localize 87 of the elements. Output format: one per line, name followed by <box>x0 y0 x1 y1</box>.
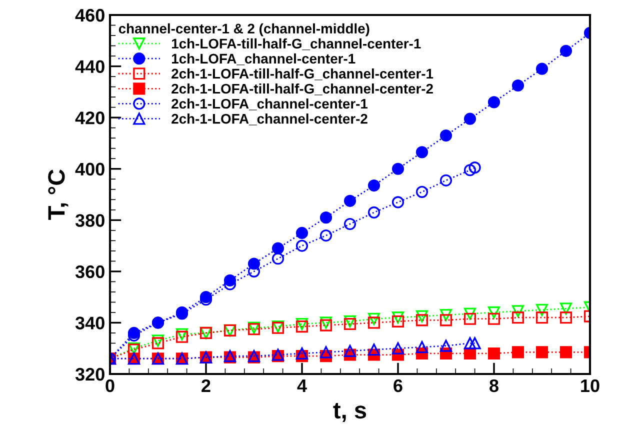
x-tick-label: 6 <box>394 379 402 392</box>
point <box>488 96 500 108</box>
legend-title: channel-center-1 & 2 (channel-middle) <box>118 23 370 36</box>
point <box>176 330 188 343</box>
legend-label: 2ch-1-LOFA-till-half-G_channel-center-2 <box>172 83 433 96</box>
y-tick-label: 400 <box>75 162 104 176</box>
point <box>392 315 404 328</box>
point <box>368 316 380 329</box>
point <box>536 312 548 324</box>
point <box>512 305 524 318</box>
point <box>536 304 548 316</box>
point <box>440 308 452 322</box>
point <box>560 302 572 315</box>
point <box>344 318 356 330</box>
point <box>440 129 452 142</box>
x-tick-label: 10 <box>581 379 600 392</box>
point <box>296 240 308 252</box>
point <box>440 340 452 352</box>
point <box>416 186 428 198</box>
point <box>320 319 332 332</box>
point <box>392 162 404 175</box>
y-axis-title: T, °C <box>48 169 68 220</box>
point <box>368 344 380 356</box>
point <box>320 212 332 224</box>
point <box>440 314 452 326</box>
y-tick-label: 460 <box>75 8 104 22</box>
point <box>416 341 428 354</box>
point <box>512 312 524 324</box>
point <box>488 347 500 360</box>
legend-label: 2ch-1-LOFA_channel-center-2 <box>172 114 368 126</box>
point <box>152 337 164 350</box>
y-tick-label: 380 <box>75 214 104 227</box>
point <box>416 314 428 326</box>
point <box>464 312 476 325</box>
point <box>512 79 524 92</box>
point <box>368 312 380 325</box>
y-tick-label: 360 <box>75 265 104 278</box>
x-tick-label: 8 <box>490 379 498 392</box>
point <box>272 242 284 254</box>
legend-label: 2ch-1-LOFA-till-half-G_channel-center-1 <box>172 68 434 80</box>
point <box>512 346 524 358</box>
x-tick-label: 4 <box>297 380 307 392</box>
point <box>368 179 380 192</box>
point <box>536 346 548 358</box>
point <box>320 316 332 329</box>
point <box>320 346 332 358</box>
point <box>464 337 476 350</box>
point <box>560 44 572 57</box>
point <box>560 312 572 324</box>
point <box>296 226 308 240</box>
point <box>392 312 404 324</box>
point <box>468 162 481 174</box>
y-tick-label: 420 <box>75 112 104 124</box>
point <box>440 174 452 186</box>
point <box>296 318 308 330</box>
legend-label: 2ch-1-LOFA_channel-center-1 <box>172 98 368 110</box>
point <box>488 306 500 318</box>
point <box>344 218 356 230</box>
point <box>176 328 188 340</box>
legend-label: 1ch-LOFA-till-half-G_channel-center-1 <box>172 38 421 50</box>
point <box>560 346 572 358</box>
point <box>344 315 356 328</box>
y-tick-label: 440 <box>75 60 104 74</box>
point <box>320 229 332 242</box>
point <box>536 62 548 75</box>
point <box>416 310 428 322</box>
point <box>152 334 164 347</box>
point <box>272 252 284 265</box>
point <box>488 312 500 325</box>
point <box>392 196 404 208</box>
point <box>392 342 404 354</box>
point <box>468 337 481 350</box>
point <box>344 344 356 357</box>
point <box>464 308 476 320</box>
x-tick-label: 2 <box>202 379 210 392</box>
point <box>464 112 476 125</box>
y-tick-label: 340 <box>75 316 104 330</box>
point <box>344 194 356 207</box>
point <box>464 164 476 176</box>
legend-label: 1ch-LOFA_channel-center-1 <box>172 53 356 66</box>
point <box>416 146 428 158</box>
point <box>368 206 380 218</box>
point <box>296 320 308 333</box>
point <box>296 347 308 360</box>
y-tick-label: 320 <box>75 368 104 381</box>
x-tick-label: 0 <box>106 379 114 392</box>
x-axis-title: t, s <box>333 402 366 422</box>
